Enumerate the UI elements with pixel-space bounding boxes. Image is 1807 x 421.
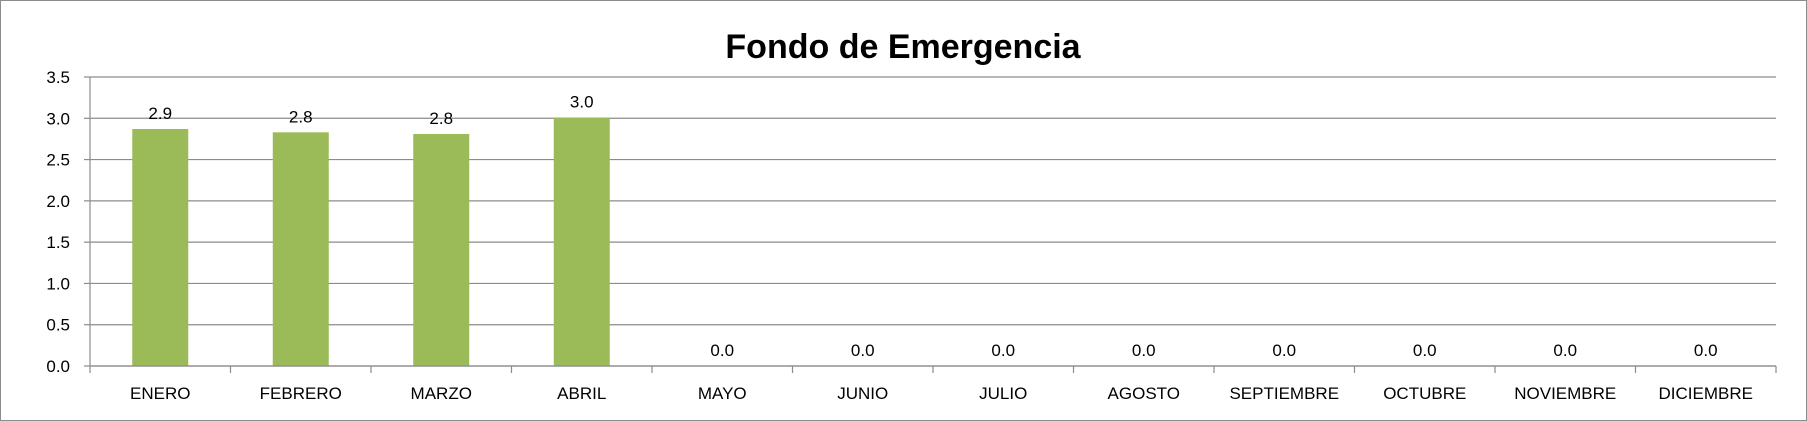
y-tick-label: 2.5 [46, 151, 70, 170]
bars [132, 117, 610, 367]
x-tick-label: MARZO [411, 384, 472, 403]
x-tick-label: ABRIL [557, 384, 606, 403]
data-label: 0.0 [1694, 341, 1718, 360]
y-tick-label: 0.5 [46, 316, 70, 335]
data-label: 0.0 [710, 341, 734, 360]
data-label: 2.9 [148, 104, 172, 123]
y-tick-label: 1.0 [46, 274, 70, 293]
chart-title: Fondo de Emergencia [725, 28, 1081, 66]
bar-febrero [272, 132, 329, 366]
x-tick-label: NOVIEMBRE [1514, 384, 1616, 403]
x-tick-label: JULIO [979, 384, 1027, 403]
x-tick-label: OCTUBRE [1383, 384, 1466, 403]
x-tick-label: FEBRERO [260, 384, 342, 403]
data-label: 2.8 [289, 107, 313, 126]
x-tick-label: ENERO [130, 384, 190, 403]
data-labels: 2.9 2.8 2.8 3.0 0.0 0.0 0.0 0.0 0.0 0.0 0.0 0.0 [148, 92, 1717, 360]
y-axis-ticks: 0.0 0.5 1.0 1.5 2.0 2.5 3.0 3.5 [46, 68, 91, 376]
data-label: 3.0 [570, 92, 594, 111]
y-tick-label: 1.5 [46, 233, 70, 252]
y-tick-label: 3.5 [46, 68, 70, 87]
bar-enero [132, 129, 189, 366]
data-label: 0.0 [1413, 341, 1437, 360]
x-tick-label: MAYO [698, 384, 747, 403]
x-tick-label: AGOSTO [1108, 384, 1180, 403]
x-tick-label: DICIEMBRE [1659, 384, 1753, 403]
gridlines [90, 76, 1776, 367]
x-tick-label: SEPTIEMBRE [1229, 384, 1339, 403]
x-tick-label: JUNIO [837, 384, 888, 403]
x-axis: ENERO FEBRERO MARZO ABRIL MAYO JUNIO JULIO AGOS… [89, 365, 1777, 403]
data-label: 2.8 [429, 109, 453, 128]
data-label: 0.0 [1553, 341, 1577, 360]
bar-marzo [413, 133, 470, 366]
y-tick-label: 2.0 [46, 192, 70, 211]
data-label: 0.0 [1272, 341, 1296, 360]
data-label: 0.0 [991, 341, 1015, 360]
y-tick-label: 3.0 [46, 109, 70, 128]
data-label: 0.0 [1132, 341, 1156, 360]
bar-abril [553, 117, 610, 367]
data-label: 0.0 [851, 341, 875, 360]
y-tick-label: 0.0 [46, 357, 70, 376]
